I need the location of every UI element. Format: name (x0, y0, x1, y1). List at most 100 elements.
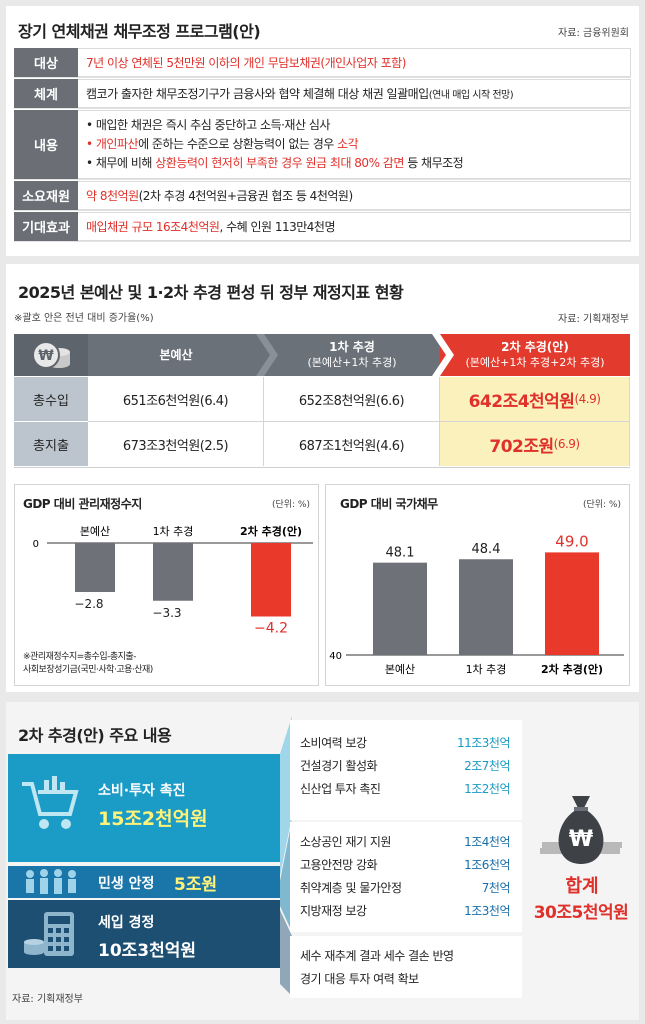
row-effect: 기대효과 매입채권 규모 16조4천억원, 수혜 인원 113만4천명 (14, 212, 631, 242)
bullet-1: • 매입한 채권은 즉시 추심 중단하고 소득·재산 심사 (86, 118, 330, 132)
row-content: 내용 • 매입한 채권은 즉시 추심 중단하고 소득·재산 심사 • 개인파산에… (14, 110, 631, 180)
item-amount: 1조2천억 (464, 782, 510, 796)
item-label: 지방재정 보강 (300, 904, 367, 918)
row-value-rest: (2차 추경 4천억원+금융권 협조 등 4천억원) (138, 189, 354, 203)
chart2-unit: (단위: %) (582, 500, 621, 510)
chart1-unit: (단위: %) (271, 500, 310, 510)
list-livelihood: 소상공인 재기 지원 1조4천억 고용안전망 강화 1조6천억 취약계층 및 물가안… (290, 822, 522, 932)
list-item: 신산업 투자 촉진 1조2천억 (290, 777, 522, 800)
group-name: 세입 경정 (98, 915, 155, 931)
row-funding: 소요재원 약 8천억원 (2차 추경 4천억원+금융권 협조 등 4천억원) (14, 181, 631, 211)
revenue-2nd-value: 642조4천억원 (468, 391, 575, 412)
list-revenue-revision: 세수 재추계 결과 세수 결손 반영 경기 대응 투자 여력 확보 (290, 936, 522, 998)
item-amount: 2조7천억 (464, 759, 510, 773)
section3-source: 자료: 기획재정부 (12, 994, 83, 1005)
chart1-title: GDP 대비 관리재정수지 (23, 497, 142, 511)
item-amount: 1조4천억 (464, 835, 510, 849)
list-item: 소비여력 보강 11조3천억 (290, 731, 522, 754)
expenditure-2nd-value: 702조원 (489, 436, 554, 457)
group-name: 소비·투자 촉진 (98, 783, 186, 799)
chart2-baseline-label: 40 (329, 651, 342, 662)
item-label: 고용안전망 강화 (300, 858, 378, 872)
section1-title: 장기 연체채권 채무조정 프로그램(안) (18, 22, 261, 41)
chart2-bar (373, 562, 427, 655)
chart2-svg: 40 48.1 본예산 48.4 1차 추경 49.0 2차 추경(안) (329, 532, 624, 676)
expenditure-2nd: 702조원 (6.9) (440, 422, 630, 466)
section3-title: 2차 추경(안) 주요 내용 (18, 726, 172, 745)
group-amount: 10조3천억원 (98, 941, 197, 961)
group-amount: 5조원 (174, 875, 218, 895)
money-bag-icon: ₩ (538, 790, 624, 874)
bullet-2-red: • 개인파산 (86, 137, 139, 151)
row-value-rest: , 수혜 인원 113만4천명 (219, 220, 336, 234)
calculator-icon (22, 908, 78, 964)
bullet-3-red: 상환능력이 현저히 부족한 경우 원금 최대 80% 감면 (155, 156, 404, 170)
item-label: 소비여력 보강 (300, 736, 367, 750)
chart-national-debt: GDP 대비 국가채무 (단위: %) 40 48.1 본예산 48.4 1차 추경 49… (325, 484, 630, 686)
list-item: 경기 대응 투자 여력 확보 (290, 967, 522, 990)
header-main: 2차 추경(안) (501, 340, 569, 354)
item-label: 신산업 투자 촉진 (300, 782, 381, 796)
expenditure-1st: 687조1천억원(4.6) (264, 422, 440, 466)
total-value: 30조5천억원 (533, 903, 629, 923)
revenue-2nd-pct: (4.9) (574, 392, 601, 406)
item-amount: 11조3천억 (456, 736, 511, 750)
chart2-category-label: 2차 추경(안) (541, 662, 603, 676)
header-sub: (본예산+1차 추경) (307, 356, 397, 369)
header-1st-supp: 1차 추경 (본예산+1차 추경) (264, 334, 440, 376)
total-label: 합계 (565, 876, 599, 897)
group-amount: 15조2천억원 (98, 808, 208, 830)
footnote-line2: 사회보장성기금(국민·사학·고용·산재) (23, 665, 153, 675)
list-item: 건설경기 활성화 2조7천억 (290, 754, 522, 777)
item-amount: 1조3천억 (464, 904, 510, 918)
revenue-2nd: 642조4천억원 (4.9) (440, 377, 630, 421)
divider (88, 421, 630, 422)
revenue-budget: 651조6천억원(6.4) (88, 377, 264, 421)
chart1-footnote: ※관리재정수지=총수입-총지출- 사회보장성기금(국민·사학·고용·산재) (23, 651, 153, 677)
row-value-red: 약 8천억원 (86, 189, 139, 203)
won-symbol: ₩ (569, 827, 593, 852)
chart1-category-label: 본예산 (80, 525, 110, 538)
row-value-note: (연내 매입 시작 전망) (428, 90, 514, 101)
won-coins-icon: ₩ (14, 334, 88, 376)
bullet-2: • 개인파산에 준하는 수준으로 상환능력이 없는 경우 소각 (86, 135, 359, 154)
item-label: 소상공인 재기 지원 (300, 835, 391, 849)
row-value-main: 캠코가 출자한 채무조정기구가 금융사와 협약 체결해 대상 채권 일괄매입 (86, 87, 429, 101)
header-budget: 본예산 (88, 334, 264, 376)
row-value: 매입채권 규모 16조4천억원, 수혜 인원 113만4천명 (78, 212, 631, 241)
item-label: 취약계층 및 물가안정 (300, 881, 402, 895)
row-value-red: 매입채권 규모 16조4천억원 (86, 220, 220, 234)
row-label: 기대효과 (14, 212, 78, 241)
header-sub: (본예산+1차 추경+2차 추경) (465, 356, 605, 369)
chart1-category-label: 2차 추경(안) (240, 524, 302, 538)
chart2-category-label: 본예산 (385, 663, 415, 676)
list-item: 세수 재추계 결과 세수 결손 반영 (290, 944, 522, 967)
header-arrow (256, 334, 278, 376)
header-arrow (432, 334, 454, 376)
row-revenue-label: 총수입 (14, 377, 88, 421)
chart2-value-label: 49.0 (555, 532, 588, 550)
chart1-category-label: 1차 추경 (153, 525, 194, 538)
row-expenditure-label: 총지출 (14, 422, 88, 466)
chart2-bar (459, 559, 513, 655)
chart1-baseline-label: 0 (33, 539, 39, 550)
row-value: • 매입한 채권은 즉시 추심 중단하고 소득·재산 심사 • 개인파산에 준하… (78, 110, 631, 179)
chart2-value-label: 48.1 (386, 546, 415, 561)
debt-program-panel: 장기 연체채권 채무조정 프로그램(안) 자료: 금융위원회 대상 7년 이상 … (6, 6, 639, 256)
row-label: 내용 (14, 110, 78, 179)
list-item: 고용안전망 강화 1조6천억 (290, 853, 522, 876)
expenditure-2nd-pct: (6.9) (553, 437, 580, 451)
group-consumption: 소비·투자 촉진 15조2천억원 (8, 754, 280, 862)
list-consumption: 소비여력 보강 11조3천억 건설경기 활성화 2조7천억 신산업 투자 촉진 1조2… (290, 720, 522, 820)
row-label: 체계 (14, 79, 78, 108)
list-item: 소상공인 재기 지원 1조4천억 (290, 830, 522, 853)
section1-source: 자료: 금융위원회 (558, 28, 629, 39)
item-label: 세수 재추계 결과 세수 결손 반영 (300, 949, 454, 963)
chart1-bar (153, 543, 193, 601)
section2-source: 자료: 기획재정부 (558, 314, 629, 325)
list-item: 지방재정 보강 1조3천억 (290, 899, 522, 922)
svg-text:₩: ₩ (38, 348, 54, 364)
header-2nd-supp: 2차 추경(안) (본예산+1차 추경+2차 추경) (440, 334, 630, 376)
bullet-3: • 채무에 비해 상환능력이 현저히 부족한 경우 원금 최대 80% 감면 등… (86, 154, 464, 173)
chart1-bar (251, 543, 291, 617)
